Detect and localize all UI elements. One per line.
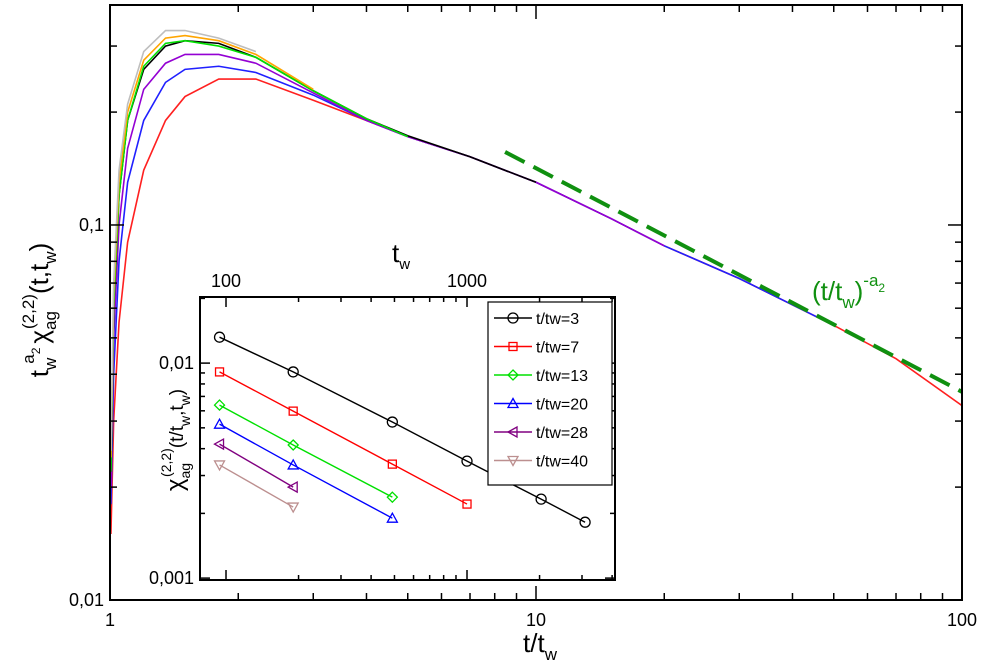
label-part: ag <box>41 311 60 330</box>
label-part: w <box>177 394 193 406</box>
y-tick-label: 0,1 <box>79 215 104 235</box>
series-line <box>219 464 294 508</box>
marker <box>213 399 226 411</box>
inset-plot: t/tw=3 t/tw=7 t/tw=13 t/tw=20 t/tw=28 t/tw=40 <box>199 296 616 581</box>
label-part: (2,2) <box>19 294 38 329</box>
x-tick-label: 100 <box>211 271 241 291</box>
y-tick-label: 0,01 <box>69 590 104 610</box>
annotation: (t/tw)-a2 <box>812 271 885 312</box>
label-part: (t/t <box>812 276 843 306</box>
label-part: w <box>841 293 855 312</box>
series-line <box>219 336 586 523</box>
x-tick-label: 100 <box>947 610 977 630</box>
label-part: w <box>41 251 60 265</box>
label-part: w <box>544 645 558 664</box>
x-axis-label: t/tw <box>523 628 558 664</box>
y-axis-label: twa2χag(2,2)(t,tw) <box>19 243 60 378</box>
label-part: ag <box>177 463 193 479</box>
label-part: ) <box>855 276 864 306</box>
legend-marker <box>506 397 520 409</box>
label-part: 2 <box>878 281 885 295</box>
label-part: (t/t <box>167 425 188 448</box>
label-part: t <box>392 238 400 268</box>
label-part: w <box>398 256 410 273</box>
legend-marker <box>508 341 518 352</box>
y-tick-label: 0,01 <box>159 353 194 373</box>
marker <box>386 511 399 523</box>
data-layer <box>213 331 591 528</box>
legend-marker <box>507 312 519 324</box>
legend-label: t/tw=28 <box>536 425 588 442</box>
label-part: 2 <box>29 347 43 354</box>
series-line <box>219 423 393 519</box>
legend-label: t/tw=13 <box>536 368 588 385</box>
legend-label: t/tw=3 <box>536 311 579 328</box>
label-part: t/t <box>523 628 545 658</box>
marker <box>214 367 225 377</box>
x-tick-label: 10 <box>526 610 546 630</box>
marker <box>286 481 298 494</box>
marker <box>579 516 591 528</box>
marker <box>462 499 472 509</box>
legend-label: t/tw=7 <box>536 340 579 357</box>
marker <box>387 459 397 469</box>
label-part: w <box>41 357 60 371</box>
marker <box>287 458 300 470</box>
label-part: w <box>177 415 193 427</box>
y-tick-label: 0,001 <box>149 568 194 588</box>
marker <box>288 406 298 416</box>
legend-marker <box>507 369 519 381</box>
series-line <box>219 404 393 498</box>
label-part: (t,t <box>24 263 54 294</box>
legend-label: t/tw=40 <box>536 454 588 471</box>
marker <box>287 502 300 514</box>
marker <box>213 438 225 451</box>
marker <box>386 491 399 504</box>
legend-marker <box>506 425 518 439</box>
marker <box>213 417 226 429</box>
series-line <box>219 443 294 488</box>
series-line <box>219 371 468 505</box>
marker <box>213 460 226 472</box>
inset-x-axis-label: tw <box>392 238 410 273</box>
series-line <box>110 29 257 451</box>
x-tick-label: 1000 <box>447 271 487 291</box>
plot-frame <box>109 4 963 601</box>
marker <box>461 455 473 467</box>
legend-marker <box>506 455 520 467</box>
plot-frame <box>199 296 616 581</box>
x-tick-label: 1 <box>105 610 115 630</box>
label-part: ) <box>24 243 54 252</box>
marker <box>287 366 299 378</box>
label-part: χ <box>162 478 189 491</box>
marker <box>213 331 226 343</box>
marker <box>287 439 300 451</box>
legend-label: t/tw=20 <box>536 397 588 414</box>
label-part: t <box>24 369 54 377</box>
label-part: ,t <box>167 405 188 416</box>
label-part: ) <box>167 389 188 395</box>
guide-line <box>504 150 962 394</box>
marker <box>535 493 547 505</box>
inset-y-axis-label: χag(2,2)(t/tw,tw) <box>158 389 193 491</box>
label-part: χ <box>24 330 54 344</box>
label-part: -a <box>863 271 879 290</box>
data-layer <box>110 29 962 534</box>
label-part: a <box>19 354 38 364</box>
legend-box <box>487 301 613 486</box>
marker <box>386 416 398 428</box>
label-part: (2,2) <box>158 448 174 477</box>
